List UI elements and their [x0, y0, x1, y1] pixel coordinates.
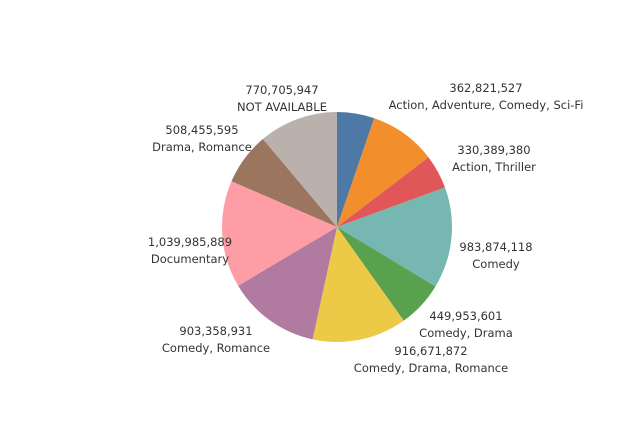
slice-category-label: Documentary [151, 252, 229, 266]
slice-value-label: 903,358,931 [179, 324, 252, 338]
slice-category-label: Action, Thriller [452, 160, 536, 174]
pie-slice[interactable] [337, 157, 446, 227]
slice-value-label: 330,389,380 [457, 143, 530, 157]
pie-slice[interactable] [262, 112, 337, 227]
slice-value-label: 770,705,947 [245, 83, 318, 97]
slice-category-label: Drama, Romance [152, 140, 252, 154]
slice-value-label: 362,821,527 [449, 81, 522, 95]
slice-value-label: 983,874,118 [459, 240, 532, 254]
slice-value-label: 1,039,985,889 [148, 235, 232, 249]
pie-slice[interactable] [337, 118, 429, 227]
slice-category-label: Comedy, Drama [419, 326, 513, 340]
pie-slice[interactable] [312, 227, 404, 342]
slice-category-label: Action, Adventure, Comedy, Sci-Fi [389, 98, 584, 112]
pie-slice[interactable] [337, 227, 436, 321]
pie-slice[interactable] [222, 181, 337, 286]
slice-category-label: Comedy, Romance [162, 341, 270, 355]
slice-value-label: 449,953,601 [429, 309, 502, 323]
slice-category-label: NOT AVAILABLE [237, 100, 327, 114]
pie-slice[interactable] [337, 187, 452, 287]
slice-value-label: 508,455,595 [165, 123, 238, 137]
pie-slice[interactable] [231, 139, 337, 227]
slice-value-label: 916,671,872 [394, 344, 467, 358]
slice-category-label: Comedy [472, 257, 520, 271]
pie-slice[interactable] [238, 227, 337, 340]
slice-category-label: Comedy, Drama, Romance [354, 361, 508, 375]
pie-slice[interactable] [337, 112, 375, 227]
